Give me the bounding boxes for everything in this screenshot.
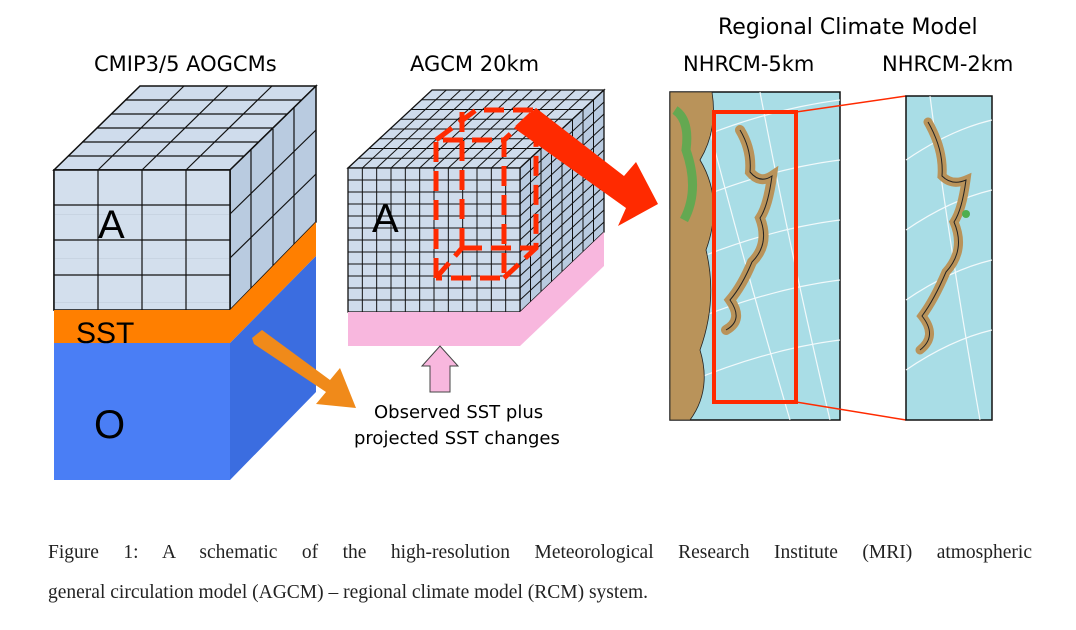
nhrcm5-highlight — [712, 110, 798, 404]
nhrcm2-title: NHRCM-2km — [882, 52, 1014, 76]
aogcm-atmos-label: A — [98, 203, 125, 247]
aogcm-top-grid — [68, 85, 301, 171]
observed-sst-label-line2: projected SST changes — [354, 428, 560, 449]
aogcm-sst-label: SST — [76, 317, 134, 350]
figure-caption-line2: general circulation model (AGCM) – regio… — [48, 582, 649, 603]
nhrcm5-title: NHRCM-5km — [683, 52, 815, 76]
agcm-cube: A — [346, 88, 606, 346]
diagram-canvas: A SST O A — [52, 84, 993, 480]
agcm-title: AGCM 20km — [410, 52, 540, 76]
aogcm-side-grid — [229, 107, 317, 289]
agcm-sst-side — [520, 232, 604, 346]
aogcm-ocean-label: O — [94, 403, 125, 447]
aogcm-sst-side — [230, 222, 316, 343]
agcm-sst-front — [348, 312, 520, 346]
nhrcm5-map — [669, 91, 841, 421]
aogcm-sst-layer — [54, 310, 230, 343]
agcm-top-grid — [358, 89, 594, 169]
zoom-line-bottom — [795, 401, 907, 421]
zoom-line-top — [795, 95, 907, 113]
observed-sst-arrow — [420, 345, 460, 393]
aogcm-title: CMIP3/5 AOGCMs — [94, 52, 277, 76]
observed-sst-label-line1: Observed SST plus — [374, 402, 544, 423]
schematic-diagram: A SST O A — [52, 84, 993, 480]
sst-arrow — [252, 330, 356, 408]
rcm-title: Regional Climate Model — [718, 15, 978, 40]
aogcm-ocean-front — [54, 343, 230, 480]
figure-caption-line1: Figure 1: A schematic of the high-resolu… — [48, 542, 1032, 563]
downscale-arrow — [514, 108, 658, 226]
agcm-atmos-label: A — [372, 197, 399, 241]
nhrcm2-map — [905, 95, 993, 421]
aogcm-cube: A SST O — [52, 84, 318, 480]
aogcm-ocean-side — [230, 256, 316, 480]
